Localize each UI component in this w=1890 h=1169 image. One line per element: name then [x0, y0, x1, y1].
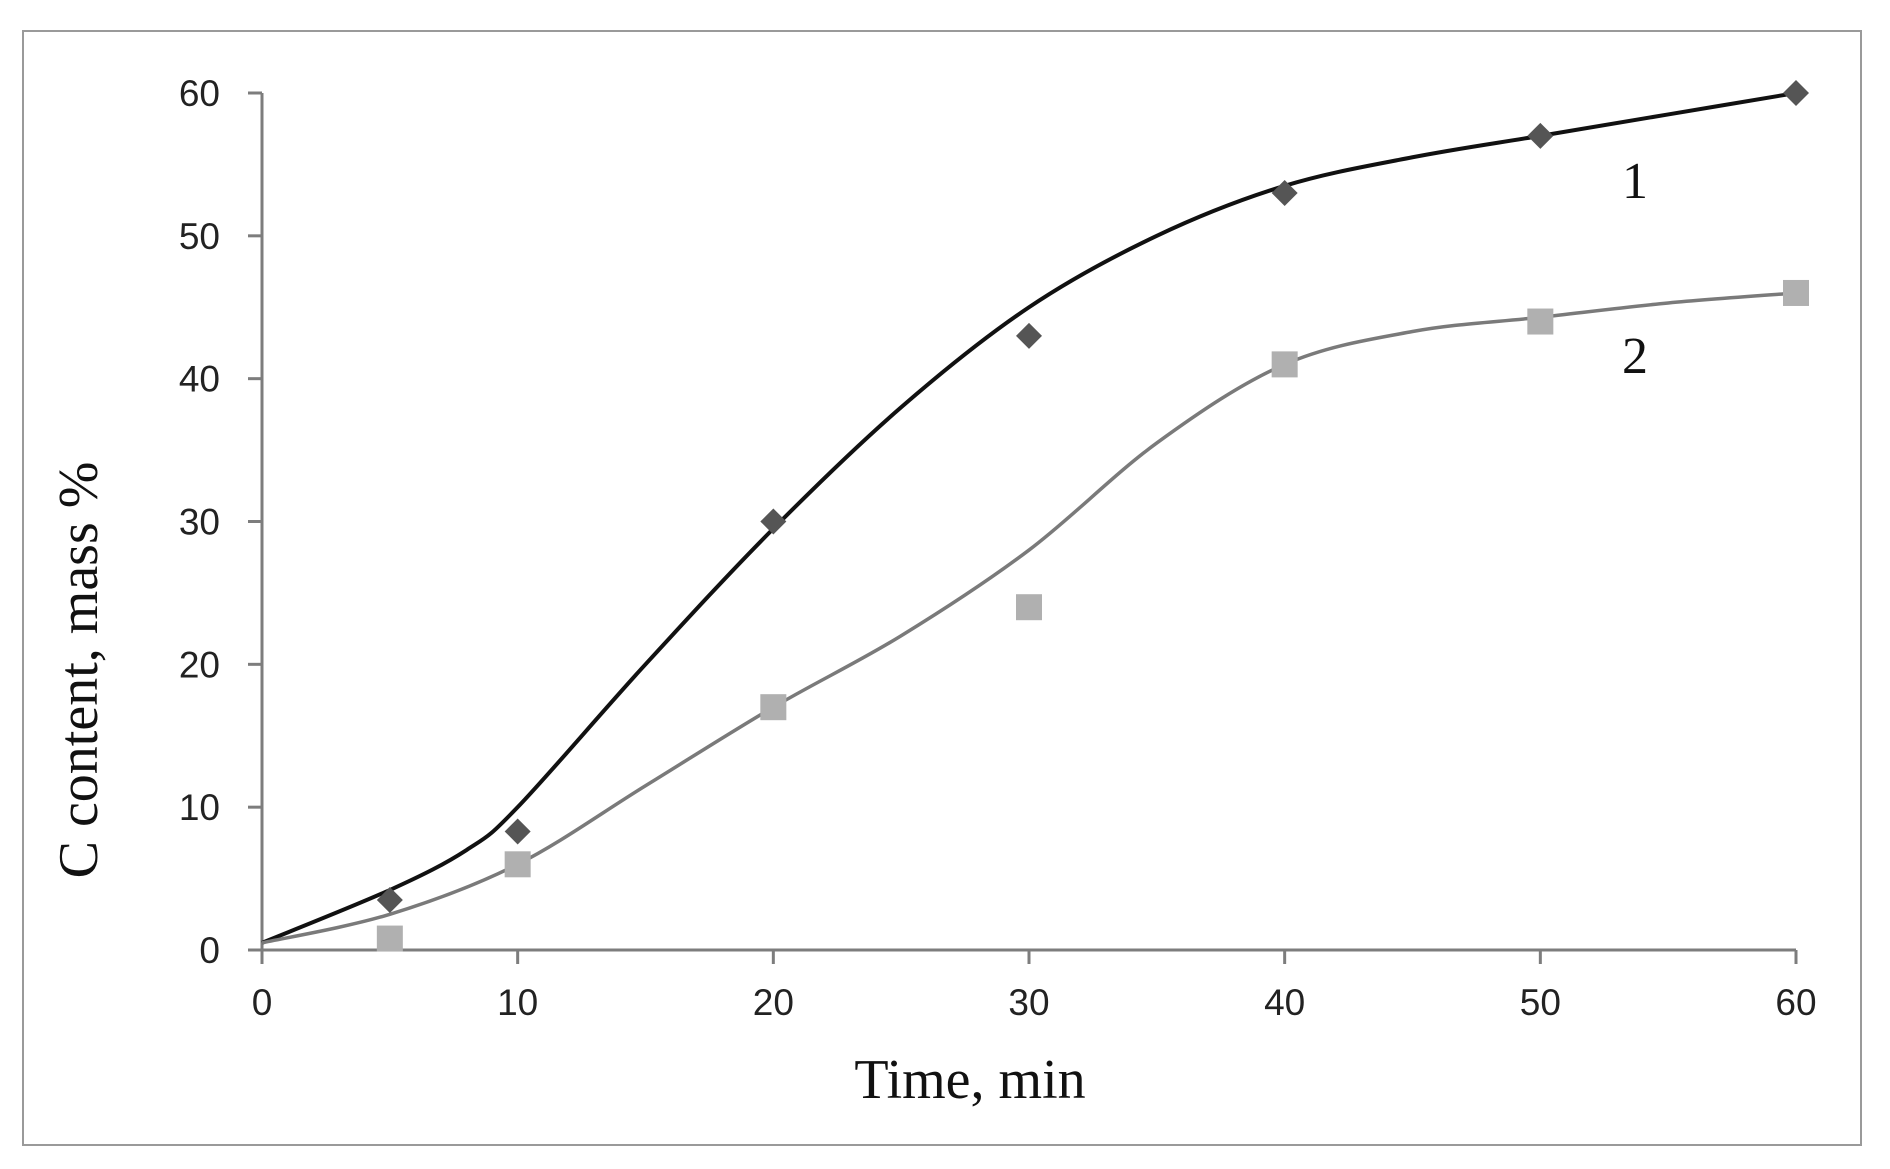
x-tick-label: 50 [1520, 982, 1561, 1023]
series-1-curve [261, 91, 1797, 945]
y-tick-label: 40 [179, 359, 220, 400]
x-tick-label: 60 [1775, 982, 1816, 1023]
y-tick-label: 20 [179, 644, 220, 685]
y-tick-label: 60 [179, 73, 220, 114]
fitted-curves [261, 91, 1797, 945]
series-2-point [1783, 279, 1809, 306]
data-markers [376, 80, 1809, 952]
series-1-point [1527, 122, 1554, 149]
x-tick-label: 40 [1264, 982, 1305, 1023]
series-1-point [504, 818, 531, 845]
series-2-point [504, 851, 531, 878]
series-label-1: 1 [1622, 153, 1648, 210]
chart-frame [22, 30, 1862, 1146]
series-2-point [1016, 594, 1042, 621]
y-axis-title: C content, mass % [48, 462, 110, 879]
x-tick-label: 20 [753, 982, 794, 1023]
y-tick-label: 50 [179, 216, 220, 257]
x-axis-title: Time, min [854, 1049, 1085, 1111]
series-2-point [376, 925, 403, 952]
series-2-point [1271, 351, 1298, 378]
series-1-point [1016, 322, 1042, 349]
series-1-point [1271, 179, 1298, 206]
x-tick-label: 10 [497, 982, 538, 1023]
y-tick-label: 0 [199, 930, 220, 971]
series-2-point [1527, 308, 1554, 335]
series-2-point [760, 694, 787, 721]
series-1-point [760, 508, 787, 535]
x-tick-label: 0 [252, 982, 273, 1023]
y-tick-label: 30 [179, 502, 220, 543]
series-1-point [376, 887, 403, 914]
axes: 0 10 20 30 40 50 60 0 10 20 30 40 50 60 [179, 73, 1817, 1023]
y-tick-label: 10 [179, 787, 220, 828]
series-1-point [1783, 80, 1809, 106]
labels: Time, min C content, mass % 1 2 [48, 153, 1648, 1111]
series-label-2: 2 [1622, 328, 1648, 385]
x-tick-label: 30 [1008, 982, 1049, 1023]
